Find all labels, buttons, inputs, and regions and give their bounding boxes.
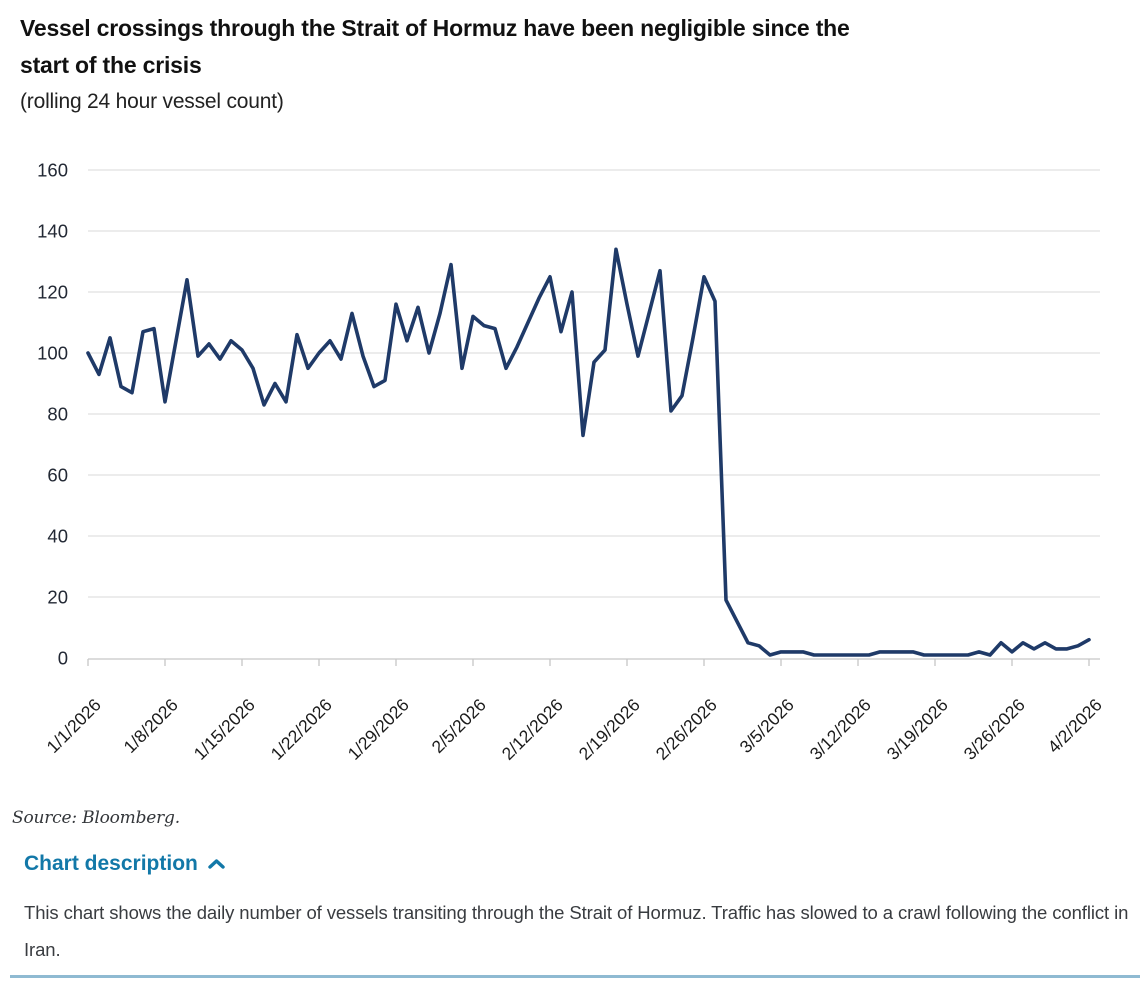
chart-header: Vessel crossings through the Strait of H… [20,10,900,114]
y-tick-label: 20 [47,586,68,607]
x-tick-label: 1/29/2026 [344,695,413,764]
chart-subtitle: (rolling 24 hour vessel count) [20,90,284,113]
source-label: Source: Bloomberg. [12,808,180,828]
y-tick-label: 60 [47,464,68,485]
x-tick-label: 2/26/2026 [652,695,721,764]
chart-description-toggle[interactable]: Chart description [24,852,225,876]
y-tick-label: 140 [37,220,68,241]
x-tick-label: 4/2/2026 [1044,695,1106,757]
y-tick-label: 80 [47,403,68,424]
y-tick-label: 100 [37,342,68,363]
x-tick-label: 3/12/2026 [806,695,875,764]
chevron-up-icon [208,859,225,869]
vessel-crossings-line-chart: 0 20 40 60 80 100 120 140 160 1/1/2026 1/8/2026 1/1… [37,159,1106,764]
y-tick-label: 120 [37,281,68,302]
y-tick-label: 40 [47,525,68,546]
x-tick-label: 2/19/2026 [575,695,644,764]
vessel-count-line [86,247,1091,657]
x-axis [87,658,1100,666]
x-tick-label: 1/1/2026 [43,695,105,757]
x-tick-label: 2/12/2026 [498,695,567,764]
x-tick-label: 2/5/2026 [428,695,490,757]
chart-description-text: This chart shows the daily number of ves… [24,902,1129,960]
chart-description-toggle-label: Chart description [24,852,198,875]
y-tick-label: 160 [37,159,68,180]
x-tick-label: 1/8/2026 [120,695,182,757]
x-tick-label: 3/19/2026 [883,695,952,764]
x-tick-label: 3/26/2026 [960,695,1029,764]
x-tick-label: 1/22/2026 [267,695,336,764]
x-tick-label: 1/15/2026 [190,695,259,764]
chart-title: Vessel crossings through the Strait of H… [20,15,850,78]
x-axis-labels: 1/1/2026 1/8/2026 1/15/2026 1/22/2026 1/29/2… [43,695,1106,764]
x-tick-label: 3/5/2026 [736,695,798,757]
y-axis-labels: 0 20 40 60 80 100 120 140 160 [37,159,68,668]
bottom-divider [10,975,1140,978]
y-tick-label: 0 [58,647,68,668]
gridlines [88,169,1100,598]
